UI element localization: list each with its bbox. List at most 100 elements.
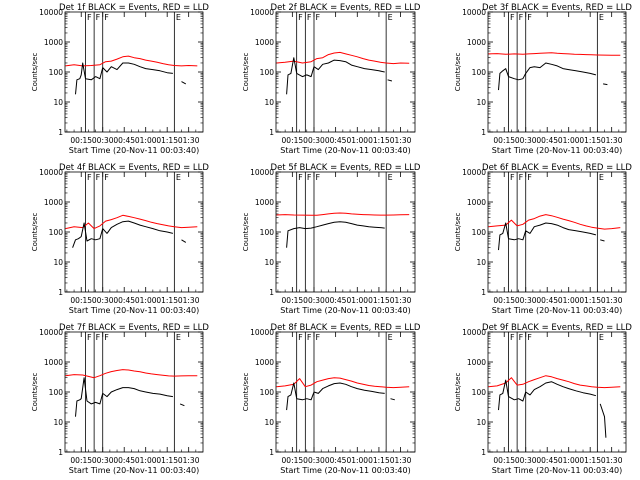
panel-title: Det 7f BLACK = Events, RED = LLD [59, 323, 209, 333]
marker-label: F [87, 173, 92, 182]
marker-label: F [527, 333, 532, 342]
x-axis-label: Start Time (20-Nov-11 00:03:40) [492, 306, 622, 315]
marker-label: F [96, 333, 101, 342]
marker-label: F [510, 13, 515, 22]
lld-series-line [276, 377, 410, 389]
y-tick-label: 10000 [39, 8, 63, 17]
x-tick-label: 01:30 [601, 136, 623, 145]
y-tick-label: 1 [269, 448, 274, 457]
y-tick-label: 1 [58, 128, 63, 137]
x-tick-label: 00:30 [303, 456, 325, 465]
detector-panel-5: Det 5f BLACK = Events, RED = LLD 1 10 100 10… [242, 163, 421, 315]
x-axis-label: Start Time (20-Nov-11 00:03:40) [69, 306, 199, 315]
x-tick-label: 00:45 [536, 136, 558, 145]
panel-title: Det 8f BLACK = Events, RED = LLD [271, 323, 421, 333]
y-tick-label: 10000 [250, 8, 274, 17]
x-tick-label: 01:30 [178, 456, 200, 465]
detector-panel-6: Det 6f BLACK = Events, RED = LLD 1 10 100 10… [454, 163, 632, 315]
marker-label: F [87, 13, 92, 22]
y-tick-label: 1 [481, 128, 486, 137]
events-series-line [387, 79, 393, 82]
detector-panel-3: Det 3f BLACK = Events, RED = LLD 1 10 100 10… [454, 3, 632, 155]
lld-series-line [65, 214, 198, 230]
lld-series-line [276, 212, 410, 216]
x-tick-label: 01:30 [390, 296, 412, 305]
y-tick-label: 100 [49, 228, 64, 237]
y-tick-label: 100 [49, 68, 64, 77]
marker-label: F [307, 333, 312, 342]
detector-panel-9: Det 9f BLACK = Events, RED = LLD 1 10 100 10… [454, 323, 632, 475]
x-tick-label: 01:00 [558, 456, 580, 465]
x-tick-label: 00:45 [536, 296, 558, 305]
x-tick-label: 01:15 [368, 296, 390, 305]
x-tick-label: 00:15 [282, 136, 304, 145]
y-tick-label: 10000 [462, 8, 486, 17]
marker-label: F [87, 333, 92, 342]
x-axis-label: Start Time (20-Nov-11 00:03:40) [492, 466, 622, 475]
x-tick-label: 01:00 [558, 296, 580, 305]
x-tick-label: 00:15 [70, 296, 92, 305]
y-tick-label: 10000 [462, 328, 486, 337]
y-tick-label: 1 [58, 448, 63, 457]
y-tick-label: 10000 [462, 168, 486, 177]
y-tick-label: 100 [260, 388, 275, 397]
x-tick-label: 00:30 [92, 456, 114, 465]
x-tick-label: 00:15 [70, 136, 92, 145]
x-tick-label: 00:45 [325, 136, 347, 145]
marker-label: F [307, 173, 312, 182]
x-tick-label: 01:15 [579, 136, 601, 145]
y-tick-label: 100 [260, 68, 275, 77]
y-tick-label: 100 [260, 228, 275, 237]
marker-label: F [519, 13, 524, 22]
marker-label: F [315, 13, 320, 22]
x-tick-label: 00:30 [92, 136, 114, 145]
marker-label: E [599, 173, 604, 182]
x-tick-label: 00:15 [282, 456, 304, 465]
marker-label: F [527, 13, 532, 22]
panel-title: Det 4f BLACK = Events, RED = LLD [59, 163, 209, 173]
events-series-line [286, 57, 385, 95]
x-axis-label: Start Time (20-Nov-11 00:03:40) [69, 146, 199, 155]
events-series-line [498, 222, 597, 251]
events-series-line [286, 382, 385, 411]
y-axis-label: Counts/sec [242, 373, 250, 412]
y-tick-label: 1000 [467, 38, 486, 47]
marker-label: E [599, 13, 604, 22]
x-tick-label: 00:30 [515, 296, 537, 305]
x-tick-label: 00:45 [113, 136, 135, 145]
panel-title: Det 9f BLACK = Events, RED = LLD [482, 323, 632, 333]
events-series-line [390, 398, 395, 401]
x-tick-label: 01:00 [135, 456, 157, 465]
y-tick-label: 10 [53, 98, 63, 107]
x-axis-label: Start Time (20-Nov-11 00:03:40) [280, 466, 410, 475]
y-tick-label: 10 [264, 418, 274, 427]
marker-label: F [510, 173, 515, 182]
y-tick-label: 10 [53, 258, 63, 267]
x-tick-label: 00:15 [493, 456, 515, 465]
y-tick-label: 100 [472, 388, 487, 397]
marker-label: F [315, 333, 320, 342]
x-tick-label: 00:30 [515, 136, 537, 145]
events-series-line [179, 403, 185, 407]
y-tick-label: 100 [472, 68, 487, 77]
y-axis-label: Counts/sec [242, 213, 250, 252]
marker-label: F [104, 173, 109, 182]
marker-label: E [176, 13, 181, 22]
x-tick-label: 01:15 [579, 456, 601, 465]
x-tick-label: 01:15 [156, 296, 178, 305]
y-tick-label: 1 [269, 288, 274, 297]
x-tick-label: 01:00 [346, 296, 368, 305]
marker-label: F [519, 173, 524, 182]
y-axis-label: Counts/sec [454, 213, 462, 252]
x-tick-label: 01:00 [346, 456, 368, 465]
y-tick-label: 10 [264, 258, 274, 267]
marker-label: F [519, 333, 524, 342]
x-tick-label: 01:15 [368, 456, 390, 465]
panel-title: Det 1f BLACK = Events, RED = LLD [59, 3, 209, 13]
lld-series-line [488, 52, 621, 56]
y-tick-label: 10 [264, 98, 274, 107]
y-axis-label: Counts/sec [242, 53, 250, 92]
marker-label: F [96, 13, 101, 22]
lld-series-line [276, 51, 410, 65]
lld-series-line [488, 375, 621, 389]
